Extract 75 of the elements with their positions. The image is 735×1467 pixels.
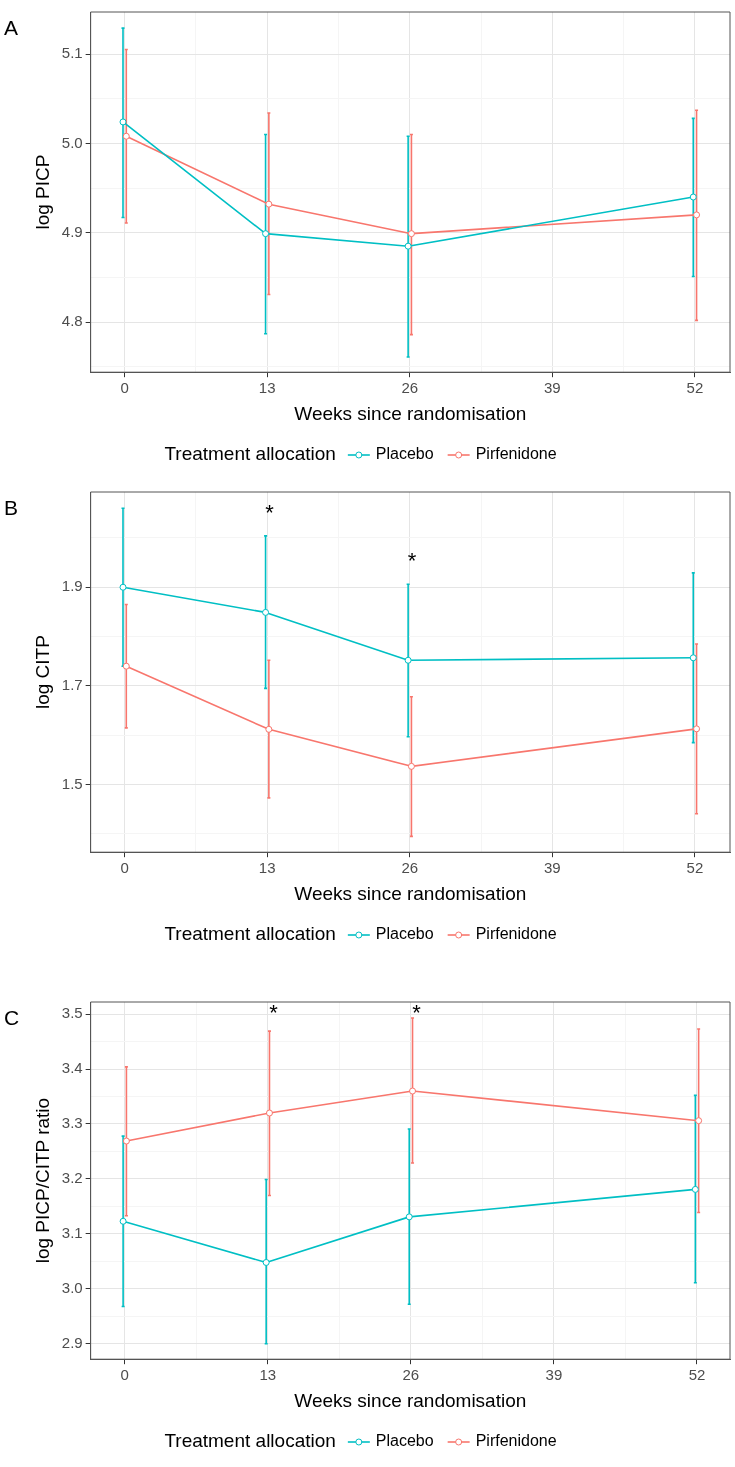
point [265,200,273,208]
y-tick-label: 3.0 [61,1279,83,1296]
point [119,1217,127,1225]
y-tick-label: 3.3 [61,1114,83,1132]
y-tick-label: 4.8 [61,312,83,330]
x-tick-label: 52 [686,859,704,877]
y-tick-label: 3.1 [61,1224,83,1242]
point [262,1258,270,1266]
chart-title: C [4,1005,20,1029]
x-tick-label: 13 [259,1366,277,1384]
annotation: * [269,1000,279,1026]
x-tick-label: 39 [544,379,561,397]
x-tick-label: 26 [402,1366,420,1384]
x-axis-title: Weeks since randomisation [294,1389,527,1411]
legend-title: Treatment allocation [164,923,336,945]
y-tick-label: 3.2 [61,1169,83,1187]
point [407,762,415,770]
point [407,230,415,238]
point [409,1087,417,1095]
y-tick-label: 5.0 [61,133,83,151]
point [262,230,270,238]
x-tick-label: 13 [258,859,276,877]
legend-label: Placebo [375,445,434,463]
y-tick-label: 1.5 [61,774,83,792]
legend-title: Treatment allocation [164,443,336,465]
x-tick-label: 0 [120,1366,129,1384]
x-tick-label: 52 [686,379,704,397]
x-tick-label: 0 [120,859,129,877]
point [693,725,701,733]
x-tick-label: 0 [120,379,129,397]
y-tick-label: 3.5 [61,1004,83,1022]
x-axis-title: Weeks since randomisation [294,882,527,904]
point [122,662,130,670]
point [119,583,127,591]
x-axis-title: Weeks since randomisation [294,402,527,424]
legend-label: Placebo [375,1432,434,1450]
point [405,1213,413,1221]
x-tick-label: 52 [688,1366,706,1384]
point [689,193,697,201]
legend-title: Treatment allocation [164,1430,336,1452]
y-axis-title: log PICP/CITP ratio [31,1097,53,1264]
chart-title: A [4,15,19,39]
point [122,1137,130,1145]
y-tick-label: 1.7 [61,676,83,694]
x-tick-label: 26 [401,379,419,397]
legend-label: Pirfenidone [475,925,557,943]
y-tick-label: 3.4 [61,1059,83,1077]
point [265,725,273,733]
y-axis-title: log PICP [31,154,53,230]
point [695,1117,703,1125]
point [404,242,412,250]
point [119,118,127,126]
legend-label: Pirfenidone [475,445,557,463]
point [693,211,701,219]
y-axis-title: log CITP [31,635,53,710]
point [404,656,412,664]
annotation: * [412,1000,422,1026]
point [122,132,130,140]
x-tick-label: 26 [401,859,419,877]
point [691,1185,699,1193]
y-tick-label: 1.9 [61,577,83,595]
chart-title: B [4,495,19,519]
point [262,608,270,616]
legend-label: Placebo [375,925,434,943]
y-tick-label: 2.9 [61,1333,83,1351]
point [265,1109,273,1117]
x-tick-label: 39 [544,859,561,877]
point [689,654,697,662]
x-tick-label: 13 [258,379,276,397]
annotation: * [265,499,275,525]
y-tick-label: 5.1 [61,44,83,62]
annotation: * [407,548,417,574]
x-tick-label: 39 [545,1366,563,1384]
y-tick-label: 4.9 [61,222,83,240]
legend-label: Pirfenidone [475,1432,557,1450]
